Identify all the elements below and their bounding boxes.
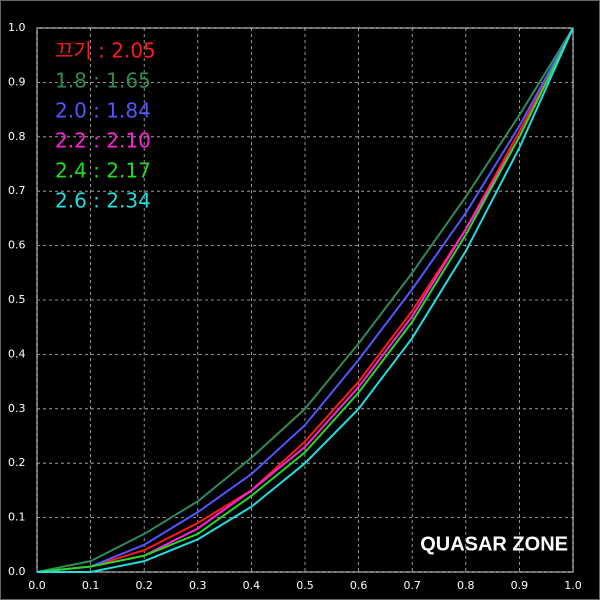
legend-label: 2.4 : 2.17 xyxy=(55,159,151,183)
legend-label: 끄기 : 2.05 xyxy=(55,39,156,63)
x-tick-label: 0.5 xyxy=(296,579,314,592)
x-tick-label: 0.9 xyxy=(511,579,529,592)
x-tick-label: 0.4 xyxy=(243,579,261,592)
y-tick-label: 1.0 xyxy=(8,21,26,34)
x-tick-label: 0.6 xyxy=(350,579,368,592)
y-tick-label: 0.9 xyxy=(8,75,26,88)
y-tick-label: 0.0 xyxy=(8,565,26,578)
series-line xyxy=(37,27,574,573)
y-tick-label: 0.3 xyxy=(8,402,26,415)
y-tick-label: 0.8 xyxy=(8,130,26,143)
y-tick-label: 0.2 xyxy=(8,456,26,469)
x-tick-label: 0.2 xyxy=(135,579,153,592)
x-tick-label: 0.3 xyxy=(189,579,207,592)
y-tick-label: 0.4 xyxy=(8,347,26,360)
legend-label: 1.8 : 1.65 xyxy=(55,69,151,93)
y-tick-label: 0.6 xyxy=(8,239,26,252)
y-tick-label: 0.5 xyxy=(8,293,26,306)
y-tick-label: 0.1 xyxy=(8,511,26,524)
series-line xyxy=(36,27,574,573)
series-line xyxy=(36,27,574,573)
series-line xyxy=(36,27,574,573)
legend-label: 2.2 : 2.10 xyxy=(55,129,151,153)
x-tick-label: 0.0 xyxy=(28,579,46,592)
y-tick-label: 0.7 xyxy=(8,184,26,197)
x-tick-label: 0.1 xyxy=(82,579,100,592)
x-tick-label: 0.7 xyxy=(403,579,421,592)
watermark: QUASAR ZONE xyxy=(420,533,568,555)
x-tick-label: 1.0 xyxy=(564,579,582,592)
legend-label: 2.6 : 2.34 xyxy=(55,189,151,213)
x-tick-label: 0.8 xyxy=(457,579,475,592)
legend-label: 2.0 : 1.84 xyxy=(55,99,151,123)
